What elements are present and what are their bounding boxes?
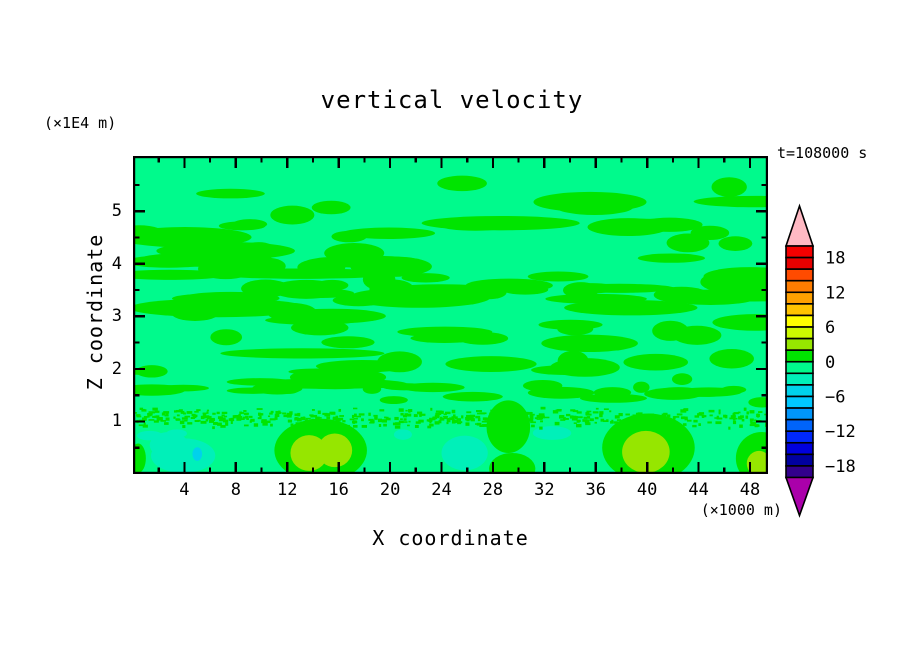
colorbar-tick-label: 6 [825, 318, 835, 338]
x-tick-label: 44 [688, 480, 709, 500]
colorbar-tick-label: −6 [825, 387, 845, 407]
contour-field [133, 156, 768, 474]
x-tick-label: 28 [482, 480, 504, 500]
colorbar-tick-label: −18 [825, 457, 856, 477]
x-tick-label: 40 [636, 480, 658, 500]
x-tick-label: 32 [534, 480, 555, 500]
timestamp-label: t=108000 s [777, 144, 868, 162]
colorbar-tick-label: 18 [825, 249, 845, 269]
y-tick-label: 1 [111, 411, 122, 432]
x-tick-label: 20 [379, 480, 401, 500]
x-axis-title: X coordinate [372, 526, 529, 550]
plot-frame [133, 156, 768, 474]
updraft-streaks [133, 175, 768, 408]
y-tick-label: 4 [111, 253, 122, 274]
y-axis-unit-label: (×1E4 m) [44, 114, 117, 132]
colorbar-tick-label: 12 [825, 283, 845, 303]
x-tick-label: 12 [277, 480, 298, 500]
y-tick-label: 3 [111, 306, 122, 327]
colorbar-under-arrow [784, 476, 815, 518]
boundary-layer-features [133, 400, 768, 474]
x-tick-label: 16 [328, 480, 349, 500]
x-tick-label: 8 [230, 480, 241, 500]
x-tick-label: 4 [179, 480, 190, 500]
speckle-band [134, 406, 768, 430]
x-tick-label: 36 [585, 480, 606, 500]
y-tick-label: 2 [111, 358, 122, 379]
y-tick-label: 5 [111, 201, 122, 222]
colorbar-over-arrow [784, 203, 815, 247]
colorbar-tick-label: −12 [825, 422, 856, 442]
x-tick-label: 24 [431, 480, 452, 500]
x-tick-label: 48 [739, 480, 761, 500]
chart-title: vertical velocity [320, 86, 584, 114]
plot-area [133, 156, 768, 474]
colorbar: 18 12 6 0 −6 −12 −18 [784, 203, 856, 518]
colorbar-tick-label: 0 [825, 353, 835, 373]
x-axis-unit-label: (×1000 m) [700, 501, 782, 519]
